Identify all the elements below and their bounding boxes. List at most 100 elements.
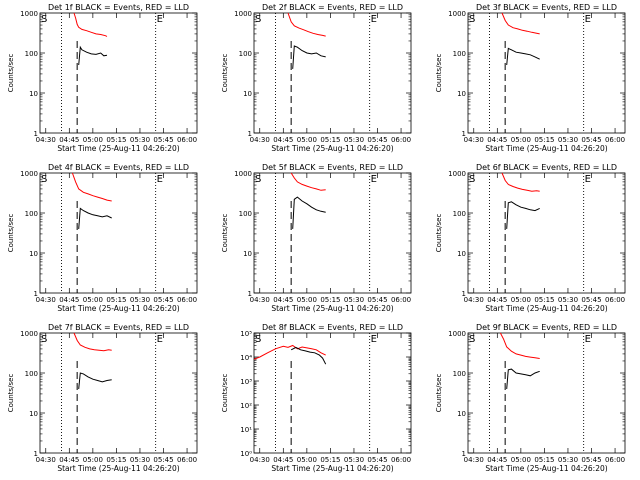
end-marker: E	[585, 174, 591, 185]
x-tick-label: 04:30	[250, 296, 270, 304]
plot-frame	[253, 172, 412, 294]
x-tick-label: 06:00	[391, 296, 411, 304]
x-tick-label: 05:15	[534, 296, 554, 304]
x-tick-label: 05:45	[153, 296, 173, 304]
end-marker: E	[585, 14, 591, 25]
x-tick-label: 05:30	[344, 136, 364, 144]
lld-series-line	[73, 332, 112, 352]
chart-title: Det 8f BLACK = Events, RED = LLD	[262, 323, 403, 332]
x-tick-label: 05:00	[511, 456, 531, 464]
y-tick-label: 100	[25, 50, 38, 58]
y-tick-label: 100	[453, 50, 466, 58]
x-tick-label: 05:30	[344, 296, 364, 304]
x-axis-label: Start Time (25-Aug-11 04:26:20)	[57, 304, 179, 313]
x-axis-label: Start Time (25-Aug-11 04:26:20)	[485, 464, 607, 473]
chart-title: Det 2f BLACK = Events, RED = LLD	[262, 3, 403, 12]
x-tick-label: 04:30	[36, 456, 56, 464]
chart-panel: Det 3f BLACK = Events, RED = LLD 1 10 100 10…	[435, 3, 626, 153]
chart-panel: Det 1f BLACK = Events, RED = LLD 1 10 100 10…	[7, 3, 198, 153]
x-tick-label: 06:00	[177, 456, 197, 464]
y-tick-label: 1000	[20, 170, 38, 178]
x-tick-label: 06:00	[391, 456, 411, 464]
chart-title: Det 6f BLACK = Events, RED = LLD	[476, 163, 617, 172]
x-tick-label: 05:00	[297, 136, 317, 144]
chart-panel: Det 6f BLACK = Events, RED = LLD 1 10 100 10…	[435, 163, 626, 313]
lld-series-line	[501, 172, 540, 192]
lld-series-line	[290, 172, 326, 191]
plot-frame	[253, 332, 412, 454]
plot-frame	[39, 12, 198, 134]
x-tick-label: 05:45	[153, 136, 173, 144]
x-tick-label: 04:30	[36, 296, 56, 304]
x-tick-label: 04:45	[59, 296, 79, 304]
x-tick-label: 05:30	[344, 456, 364, 464]
x-tick-label: 05:00	[297, 296, 317, 304]
x-tick-label: 05:45	[367, 136, 387, 144]
y-tick-label: 1	[248, 290, 252, 298]
y-tick-label: 100	[25, 370, 38, 378]
x-axis-label: Start Time (25-Aug-11 04:26:20)	[485, 304, 607, 313]
start-marker: S	[469, 174, 475, 185]
end-marker: E	[371, 174, 377, 185]
x-tick-label: 04:30	[250, 136, 270, 144]
x-tick-label: 04:45	[59, 456, 79, 464]
chart-title: Det 4f BLACK = Events, RED = LLD	[48, 163, 189, 172]
plot-frame	[467, 172, 626, 294]
chart-title: Det 7f BLACK = Events, RED = LLD	[48, 323, 189, 332]
x-tick-label: 05:15	[534, 456, 554, 464]
y-tick-label: 1000	[234, 10, 252, 18]
end-marker: E	[371, 334, 377, 345]
events-series-line	[292, 196, 326, 229]
x-tick-label: 05:15	[320, 456, 340, 464]
x-tick-label: 04:45	[59, 136, 79, 144]
events-series-line	[78, 45, 108, 66]
x-tick-label: 04:45	[273, 296, 293, 304]
x-tick-label: 06:00	[605, 136, 625, 144]
x-tick-label: 05:15	[106, 136, 126, 144]
x-tick-label: 05:30	[558, 136, 578, 144]
x-tick-label: 06:00	[177, 296, 197, 304]
x-axis-label: Start Time (25-Aug-11 04:26:20)	[271, 144, 393, 153]
lld-series-line	[71, 172, 112, 202]
y-tick-label: 100	[239, 50, 252, 58]
y-tick-label: 100	[453, 210, 466, 218]
x-tick-label: 05:00	[511, 296, 531, 304]
x-tick-label: 04:45	[273, 456, 293, 464]
start-marker: S	[255, 334, 261, 345]
x-tick-label: 06:00	[391, 136, 411, 144]
y-tick-label: 1	[34, 130, 38, 138]
x-tick-label: 06:00	[605, 456, 625, 464]
events-series-line	[290, 346, 327, 365]
x-tick-label: 05:15	[534, 136, 554, 144]
y-tick-label: 1000	[448, 170, 466, 178]
lld-series-line	[499, 332, 540, 359]
plot-frame	[39, 172, 198, 294]
y-tick-label: 1000	[20, 10, 38, 18]
plot-frame	[467, 12, 626, 134]
x-tick-label: 04:30	[464, 136, 484, 144]
x-tick-label: 05:00	[83, 296, 103, 304]
y-tick-label: 10	[29, 90, 38, 98]
y-tick-label: 10³	[240, 378, 252, 386]
x-tick-label: 04:45	[487, 136, 507, 144]
events-series-line	[506, 368, 540, 389]
x-tick-label: 05:45	[581, 296, 601, 304]
y-axis-label: Counts/sec	[7, 374, 15, 413]
start-marker: S	[255, 14, 261, 25]
chart-panel: Det 4f BLACK = Events, RED = LLD 1 10 100 10…	[7, 163, 198, 313]
y-axis-label: Counts/sec	[435, 214, 443, 253]
chart-panel: Det 8f BLACK = Events, RED = LLD 10⁰ 10¹ 10…	[221, 323, 412, 473]
y-tick-label: 10	[457, 90, 466, 98]
x-tick-label: 04:30	[464, 296, 484, 304]
y-axis-label: Counts/sec	[221, 214, 229, 253]
y-tick-label: 1	[462, 450, 466, 458]
x-tick-label: 06:00	[605, 296, 625, 304]
lld-series-line	[287, 12, 326, 37]
chart-panel: Det 5f BLACK = Events, RED = LLD 1 10 100 10…	[221, 163, 412, 313]
y-tick-label: 10⁴	[240, 354, 252, 362]
x-tick-label: 05:45	[367, 456, 387, 464]
y-tick-label: 1000	[20, 330, 38, 338]
start-marker: S	[41, 14, 47, 25]
start-marker: S	[469, 14, 475, 25]
